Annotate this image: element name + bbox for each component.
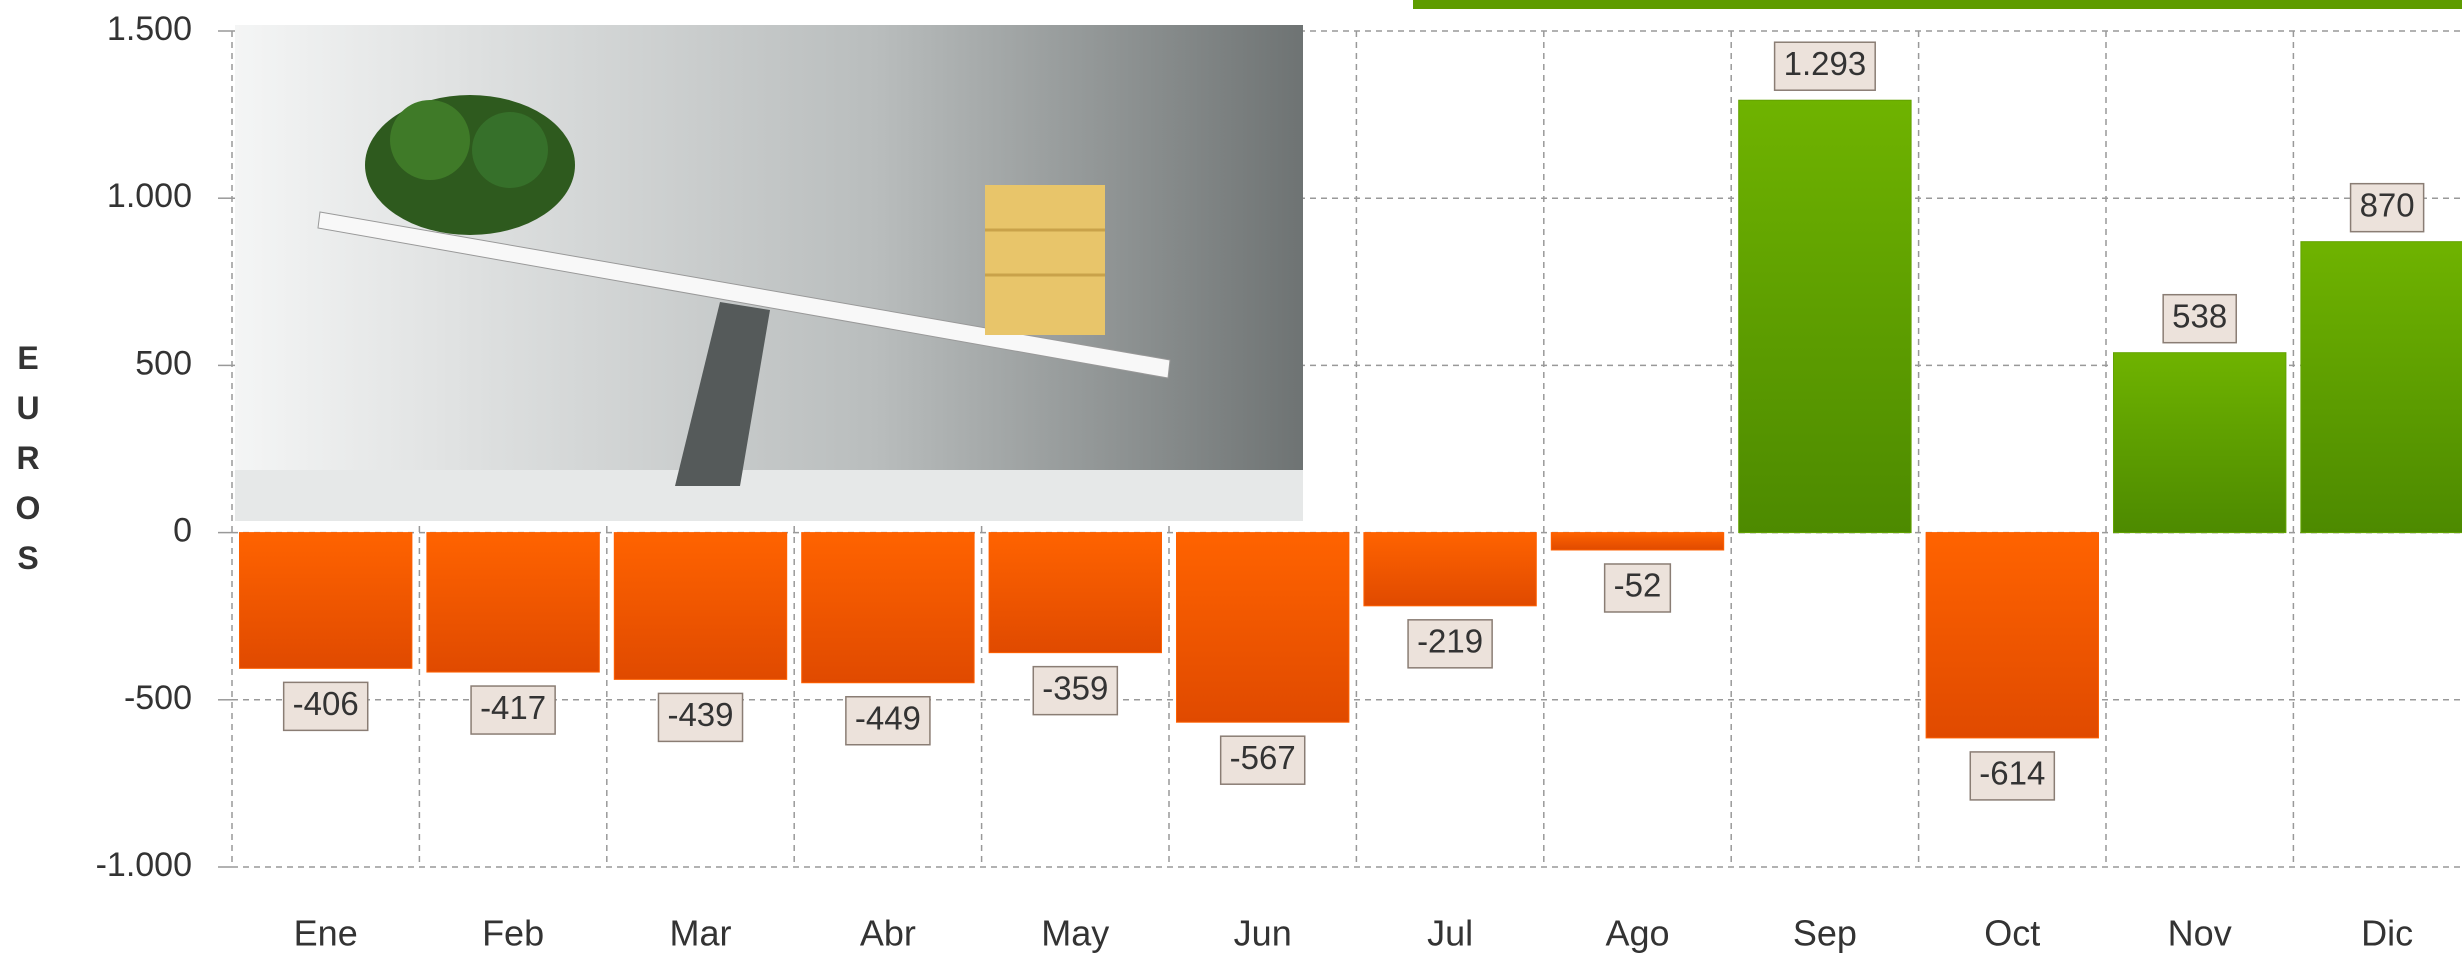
x-tick-label: Oct [1984,913,2040,953]
x-tick-label: Nov [2168,913,2232,953]
value-label: -359 [1042,669,1108,706]
value-label: -567 [1230,739,1296,776]
x-tick-label: Feb [482,913,544,953]
value-label: -406 [293,685,359,722]
y-tick-label: 0 [173,512,192,550]
x-tick-label: Jun [1234,913,1292,953]
bar [989,533,1161,653]
bar [1926,533,2098,738]
y-tick-label: -1.000 [96,846,192,884]
bar [1551,533,1723,550]
bar [1739,100,1911,532]
value-label: -439 [667,696,733,733]
bar [239,533,411,669]
value-label: 870 [2360,186,2415,223]
x-tick-label: Jul [1427,913,1473,953]
value-label: -219 [1417,623,1483,660]
bar [614,533,786,680]
chart: EUROS -1.000 -500 0 500 1.000 1.500 Ene -406 Feb… [0,0,2462,953]
y-tick-label: -500 [124,679,192,717]
bar [1176,533,1348,723]
x-tick-label: Ene [294,913,358,953]
x-tick-label: Dic [2361,913,2413,953]
x-tick-label: Mar [670,913,732,953]
y-tick-label: 1.000 [107,177,192,215]
y-tick-label: 1.500 [107,10,192,48]
bar [2113,353,2285,533]
value-label: -614 [1979,755,2045,792]
value-label: -449 [855,699,921,736]
x-tick-label: May [1041,913,1109,953]
value-label: 1.293 [1784,45,1867,82]
x-tick-label: Abr [860,913,916,953]
value-label: -417 [480,689,546,726]
bar [802,533,974,683]
bar [2301,242,2462,533]
y-axis-label: EUROS [10,340,46,590]
bar [1364,533,1536,606]
photo [235,25,1303,521]
banner-strip [1413,0,2462,9]
y-tick-label: 500 [135,344,192,382]
bar [427,533,599,672]
value-label: -52 [1614,567,1662,604]
x-tick-label: Sep [1793,913,1857,953]
value-label: 538 [2172,297,2227,334]
x-tick-label: Ago [1605,913,1669,953]
